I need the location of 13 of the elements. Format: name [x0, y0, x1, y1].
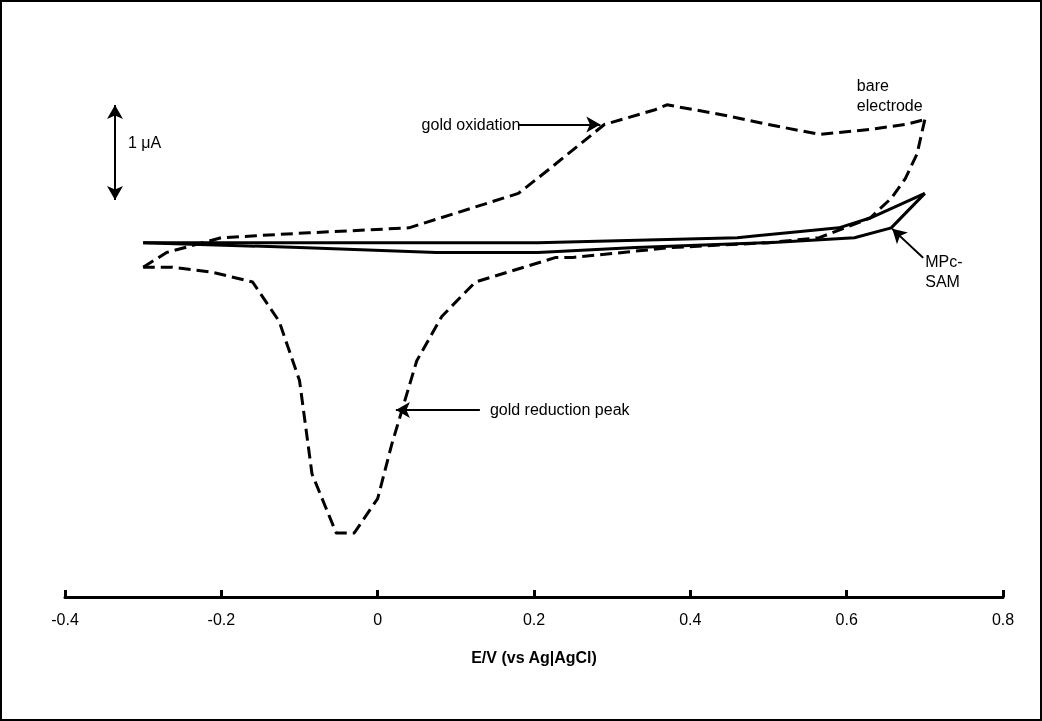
annotation: gold reduction peak [489, 401, 631, 419]
x-tick-label: -0.4 [51, 610, 79, 628]
text: MPc-SAM [925, 253, 963, 291]
x-axis-title: E/V (vs Ag|AgCl) [471, 648, 597, 666]
x-tick-label: 0.4 [679, 610, 702, 628]
x-tick-label: 0.8 [991, 610, 1015, 628]
annotation: 1 μA [128, 133, 162, 151]
x-tick-label: -0.2 [207, 610, 236, 628]
x-tick-label: 0 [373, 610, 383, 628]
series-label: bare electrode [856, 77, 923, 115]
annotation: gold oxidation [421, 116, 521, 134]
x-tick-label: 0.2 [522, 610, 546, 628]
x-tick-label: 0.6 [835, 610, 858, 628]
